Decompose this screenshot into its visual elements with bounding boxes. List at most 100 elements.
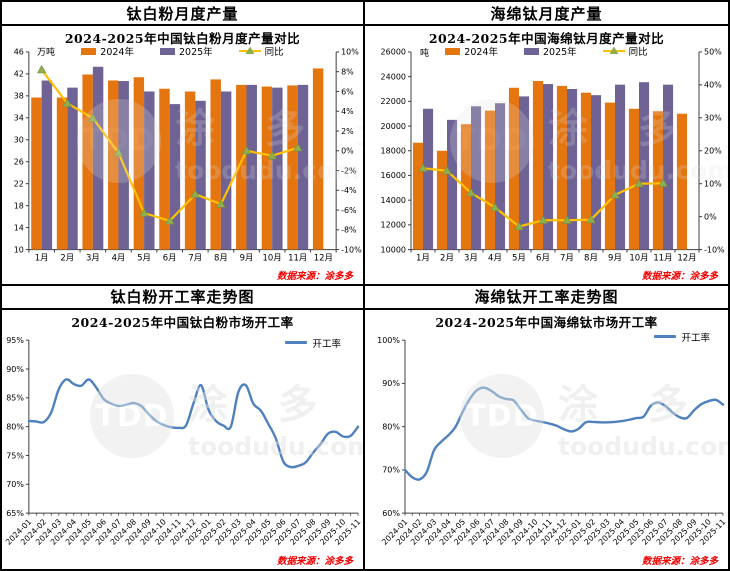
yoy-marker [113,147,124,157]
bar-2025-9月 [246,84,257,250]
legend-item-yoy: 同比 [238,44,284,58]
right-axis-tick-label: -6% [341,206,357,215]
x-axis-label: 9月 [608,254,622,264]
left-axis-tick-label: 26 [14,158,24,167]
bar-2024-12月 [676,113,687,250]
chart-subtitle: 2024-2025年中国钛白粉市场开工率 [71,314,294,330]
bar-2024-4月 [484,110,495,250]
panel-title-text: 海绵钛月度产量 [490,4,603,23]
data-source: 数据来源：涂多多 [641,270,718,282]
bar-2025-11月 [663,84,674,250]
line-chart-canvas: 100%90%80%70%60%2024-012024-022024-03202… [377,335,727,546]
legend-label: 2024年 [100,47,134,58]
panel-sponge-rate: 海绵钛开工率走势图 2024-2025年中国海绵钛市场开工率 开工率 TDD 涂… [365,285,728,569]
legend-swatch-2024 [81,47,97,55]
right-axis-tick-label: 30% [704,114,722,123]
panel-tio2-output: 钛白粉月度产量 2024-2025年中国钛白粉月度产量对比 2024年 2025… [2,2,365,286]
right-axis-tick-label: -4% [341,186,357,195]
yoy-marker [241,145,252,155]
panel-title: 海绵钛开工率走势图 [365,286,728,310]
bar-2025-2月 [447,119,458,250]
left-axis-tick-label: 18000 [381,147,406,156]
left-axis-tick-label: 16000 [381,171,406,180]
yoy-marker [216,199,226,208]
yoy-marker [418,163,428,172]
chart-subtitle: 2024-2025年中国海绵钛市场开工率 [435,314,658,330]
yoy-marker [36,64,47,74]
left-axis-tick-label: 65% [6,508,24,517]
left-axis-tick-label: 90% [6,364,24,373]
combo-chart-canvas: 46 42 38 34 30 26 22 18 14 10 10% 8% 6% 4% 2% 0% -2% -4% -… [14,48,362,263]
rate-line-icon [285,341,308,344]
panel-tio2-rate: 钛白粉开工率走势图 2024-2025年中国钛白粉市场开工率 开工率 TDD 涂… [2,285,365,570]
yoy-marker [538,215,548,224]
chart-legend: 开工率 [285,336,341,350]
legend-item-2024: 2024年 [445,44,498,58]
legend-swatch-2024 [445,47,461,55]
bar-2024-1月 [412,142,423,250]
yoy-line-triangle-icon [238,46,261,54]
legend-swatch-2025 [159,47,175,55]
bar-2024-11月 [287,85,298,250]
bar-2025-1月 [41,80,53,250]
yoy-marker [190,189,200,198]
yoy-marker [466,188,476,197]
x-axis-label: 9月 [240,253,254,263]
data-source: 数据来源：涂多多 [276,556,353,567]
bar-2025-2月 [67,87,78,250]
yoy-marker [490,202,500,211]
x-axis-label: 7月 [188,253,202,263]
legend-label: 2025年 [542,47,577,58]
legend-label: 2025年 [178,47,213,58]
panel-body: 2024-2025年中国钛白粉市场开工率 开工率 TDD 涂 多 多 toodu… [2,310,363,570]
right-axis-tick-label: 4% [341,107,354,116]
bar-2025-5月 [144,91,155,250]
bar-2024-5月 [133,77,145,250]
bar-2024-11月 [652,111,663,250]
x-axis-label: 4月 [488,254,502,264]
yoy-marker [658,178,668,187]
right-axis-tick-label: 20% [704,147,722,156]
panel-title-text: 钛白粉开工率走势图 [110,288,255,306]
panel-title: 海绵钛月度产量 [365,2,728,26]
bar-2025-8月 [591,95,602,250]
left-axis-tick-label: 80% [6,422,24,431]
left-axis-tick-label: 75% [6,451,24,460]
left-axis-tick-label: 10 [14,245,24,254]
left-axis-tick-label: 100% [377,335,400,344]
combo-chart-canvas: 26000 24000 22000 20000 18000 16000 14000 12000… [381,48,725,264]
x-axis-label: 6月 [163,253,177,263]
bar-2025-10月 [639,82,650,250]
bar-2025-4月 [495,103,506,250]
yoy-marker [165,216,175,225]
left-axis-tick-label: 14000 [381,196,406,205]
yoy-marker [442,166,452,175]
bar-2024-6月 [159,88,170,250]
left-axis-tick-label: 42 [14,70,24,79]
rate-line [403,386,725,481]
legend-item-yoy: 同比 [602,44,648,58]
yoy-marker [562,215,572,224]
bar-2024-10月 [628,108,639,250]
chart-legend: 开工率 [654,330,710,344]
panel-title-text: 钛白粉月度产量 [126,4,239,23]
legend-item-2025: 2025年 [523,44,577,58]
x-axis-label: 3月 [464,254,478,264]
left-axis-tick-label: 70% [382,465,400,474]
bar-2025-3月 [92,66,104,250]
panel-title: 钛白粉开工率走势图 [2,286,363,310]
left-axis-tick-label: 38 [14,92,24,101]
data-source: 数据来源：涂多多 [276,270,353,282]
yoy-marker [139,208,149,217]
line-chart-canvas: 95%90%85%80%75%70%65%2024-012024-022024-… [4,335,362,546]
yoy-marker [634,178,644,188]
bar-2025-3月 [471,106,482,250]
legend-label: 2024年 [464,47,498,58]
yoy-marker [610,190,620,199]
chart-subtitle: 2024-2025年中国钛白粉月度产量对比 [64,31,301,46]
panel-title: 钛白粉月度产量 [2,2,363,26]
chart-legend: 2024年 2025年 同比 [365,44,728,58]
left-axis-tick-label: 80% [382,422,400,431]
x-axis-label: 10月 [263,253,282,263]
